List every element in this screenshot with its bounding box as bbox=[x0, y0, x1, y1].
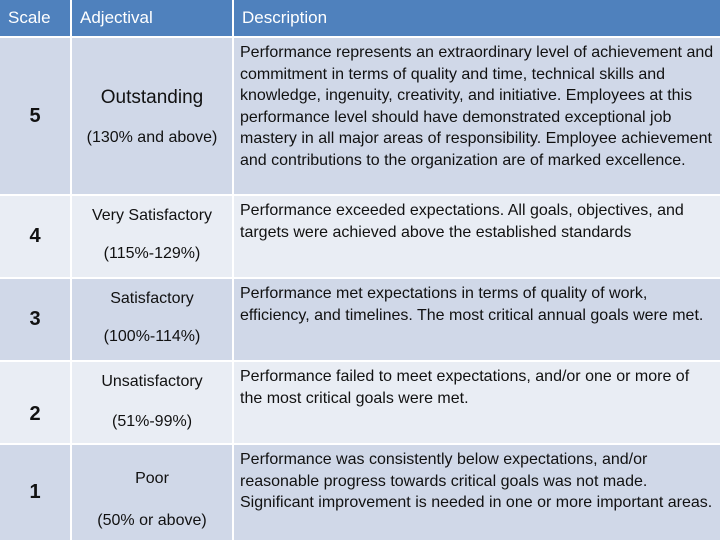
adjectival-cell: Unsatisfactory (51%-99%) bbox=[72, 362, 234, 445]
scale-cell: 1 bbox=[0, 445, 72, 540]
scale-cell: 5 bbox=[0, 38, 72, 196]
description-cell: Performance exceeded expectations. All g… bbox=[234, 196, 720, 279]
description-cell: Performance was consistently below expec… bbox=[234, 445, 720, 540]
scale-cell: 2 bbox=[0, 362, 72, 445]
scale-cell: 3 bbox=[0, 279, 72, 362]
adjectival-label: Satisfactory bbox=[110, 290, 194, 307]
adjectival-label: Poor bbox=[135, 470, 169, 487]
adjectival-label: Very Satisfactory bbox=[91, 207, 213, 224]
adjectival-range: (50% or above) bbox=[97, 512, 207, 529]
adjectival-label: Outstanding bbox=[100, 87, 204, 108]
description-cell: Performance met expectations in terms of… bbox=[234, 279, 720, 362]
adjectival-cell: Satisfactory (100%-114%) bbox=[72, 279, 234, 362]
adjectival-range: (100%-114%) bbox=[103, 328, 201, 345]
description-cell: Performance represents an extraordinary … bbox=[234, 38, 720, 196]
header-scale: Scale bbox=[0, 0, 72, 38]
header-adjectival: Adjectival bbox=[72, 0, 234, 38]
adjectival-range: (51%-99%) bbox=[111, 413, 193, 430]
scale-cell: 4 bbox=[0, 196, 72, 279]
adjectival-cell: Outstanding (130% and above) bbox=[72, 38, 234, 196]
adjectival-range: (115%-129%) bbox=[103, 245, 201, 262]
description-cell: Performance failed to meet expectations,… bbox=[234, 362, 720, 445]
adjectival-cell: Poor (50% or above) bbox=[72, 445, 234, 540]
adjectival-label: Unsatisfactory bbox=[101, 373, 203, 390]
header-description: Description bbox=[234, 0, 720, 38]
adjectival-range: (130% and above) bbox=[86, 129, 218, 146]
adjectival-cell: Very Satisfactory (115%-129%) bbox=[72, 196, 234, 279]
